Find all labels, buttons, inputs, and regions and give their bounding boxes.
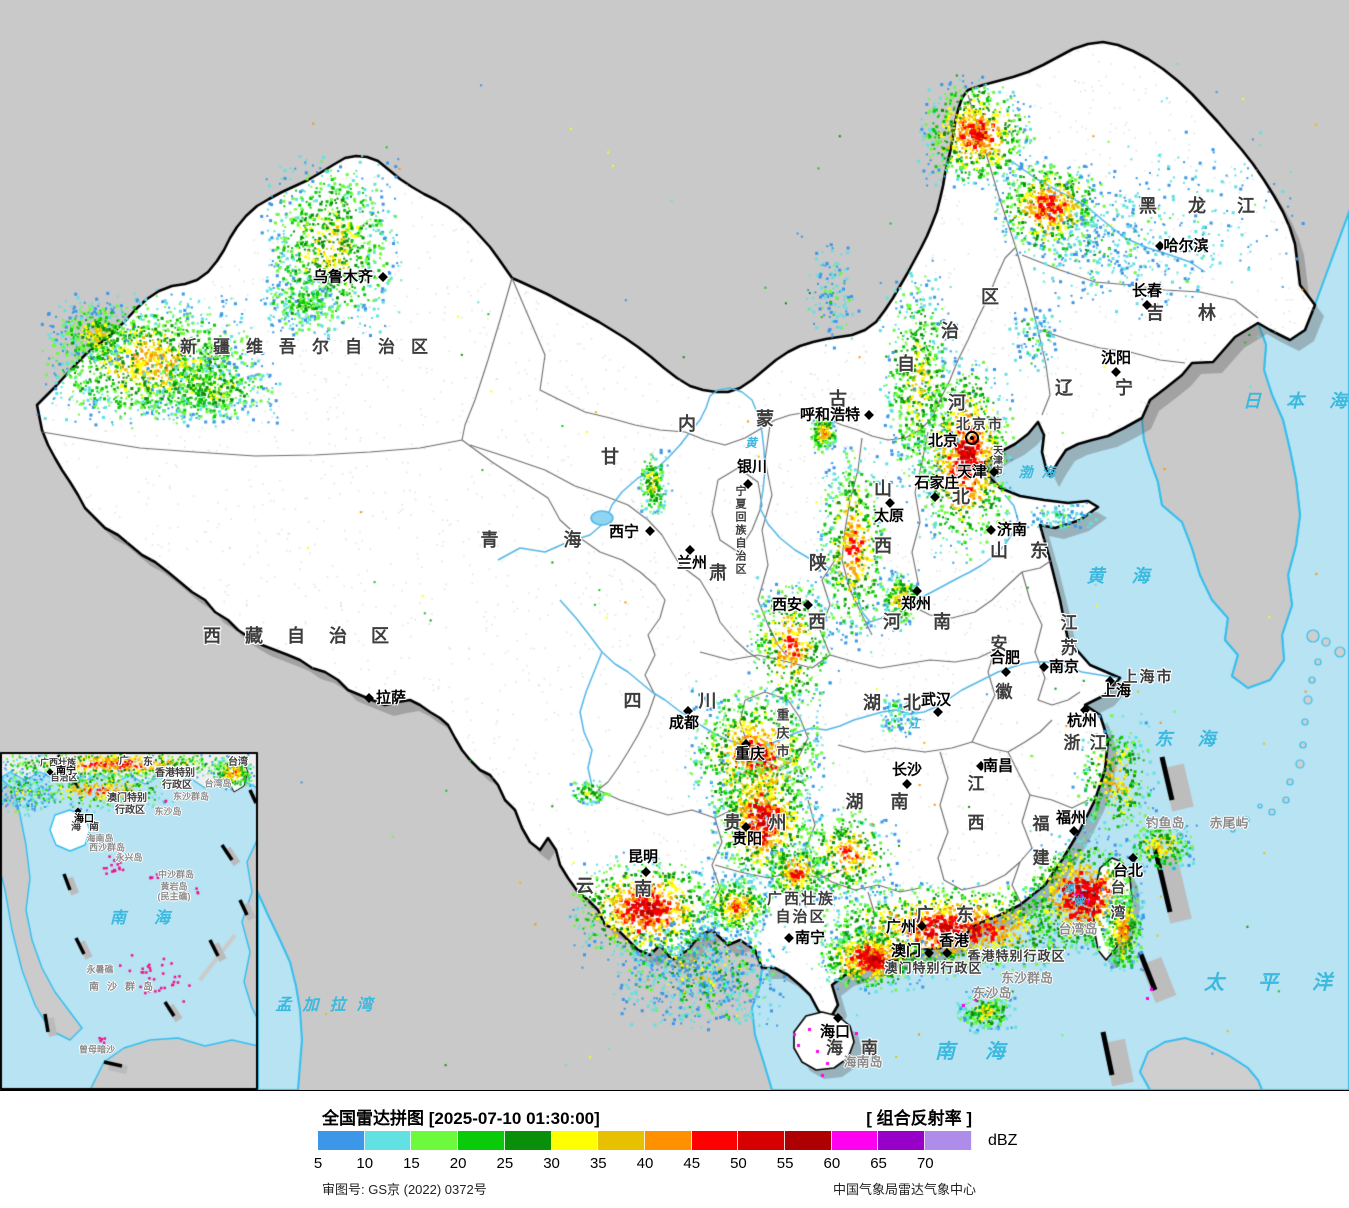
legend-swatch-70: [925, 1131, 972, 1150]
legend-swatch-55: [785, 1131, 832, 1150]
legend-swatch-15: [411, 1131, 459, 1150]
legend-value: 10: [356, 1155, 374, 1172]
legend-value: 65: [870, 1155, 887, 1172]
color-scale-bar: [318, 1131, 972, 1150]
map-canvas: [0, 0, 1349, 1090]
dbz-unit-label: dBZ: [988, 1132, 1018, 1149]
legend-value: 30: [543, 1155, 560, 1172]
legend-value: 70: [916, 1155, 934, 1172]
legend-swatch-50: [738, 1131, 786, 1150]
legend-swatch-10: [364, 1131, 412, 1150]
legend-swatch-45: [691, 1131, 739, 1150]
color-scale-values: 5 10 15 20 25 30 35 40 45 50 55 60 65 70: [314, 1155, 998, 1173]
legend-value: 60: [823, 1155, 841, 1172]
legend-swatch-25: [504, 1131, 552, 1150]
legend-value: 45: [683, 1155, 701, 1172]
china-radar-map: 黑龙江 吉林 辽宁 山东 河南 湖北 湖南 贵州 四川 青海 广东 海南 浙江 新疆维吾尔自治区 西藏自治区…: [0, 0, 1349, 1090]
legend-strip: 全国雷达拼图 [2025-07-10 01:30:00] [ 组合反射率 ] d…: [0, 1090, 1349, 1208]
legend-value: 55: [776, 1155, 794, 1172]
legend-value: 50: [730, 1155, 747, 1172]
map-license-number: 审图号: GS京 (2022) 0372号: [322, 1182, 487, 1197]
product-label: [ 组合反射率 ]: [866, 1109, 972, 1128]
legend-swatch-60: [831, 1131, 879, 1150]
legend-value: 15: [403, 1155, 420, 1172]
legend-swatch-20: [458, 1131, 505, 1150]
legend-swatch-40: [644, 1131, 692, 1150]
legend-swatch-30: [551, 1131, 599, 1150]
legend-swatch-5: [318, 1131, 365, 1150]
legend-swatch-35: [598, 1131, 645, 1150]
legend-value: 25: [496, 1155, 514, 1172]
legend-value: 20: [449, 1155, 467, 1172]
legend-value: 35: [589, 1155, 607, 1172]
legend-value: 40: [636, 1155, 654, 1172]
legend-value: 5: [313, 1155, 323, 1172]
legend-swatch-65: [878, 1131, 926, 1150]
map-title: 全国雷达拼图 [2025-07-10 01:30:00]: [322, 1109, 600, 1128]
agency-credit: 中国气象局雷达气象中心: [832, 1182, 976, 1197]
